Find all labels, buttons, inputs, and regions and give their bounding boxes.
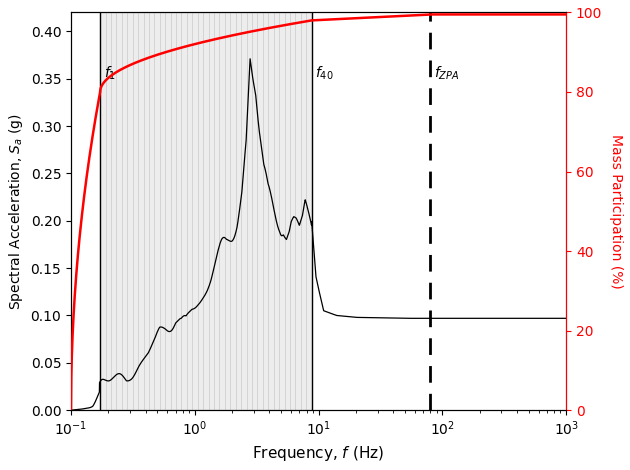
Text: $f_{40}$: $f_{40}$ bbox=[315, 64, 334, 82]
Y-axis label: Spectral Acceleration, $S_a$ (g): Spectral Acceleration, $S_a$ (g) bbox=[7, 113, 25, 310]
Text: $f_{ZPA}$: $f_{ZPA}$ bbox=[434, 64, 459, 82]
X-axis label: Frequency, $f$ (Hz): Frequency, $f$ (Hz) bbox=[253, 444, 385, 463]
Y-axis label: Mass Participation (%): Mass Participation (%) bbox=[609, 134, 623, 289]
Bar bbox=[100, 12, 312, 410]
Text: $f_1$: $f_1$ bbox=[104, 64, 116, 82]
